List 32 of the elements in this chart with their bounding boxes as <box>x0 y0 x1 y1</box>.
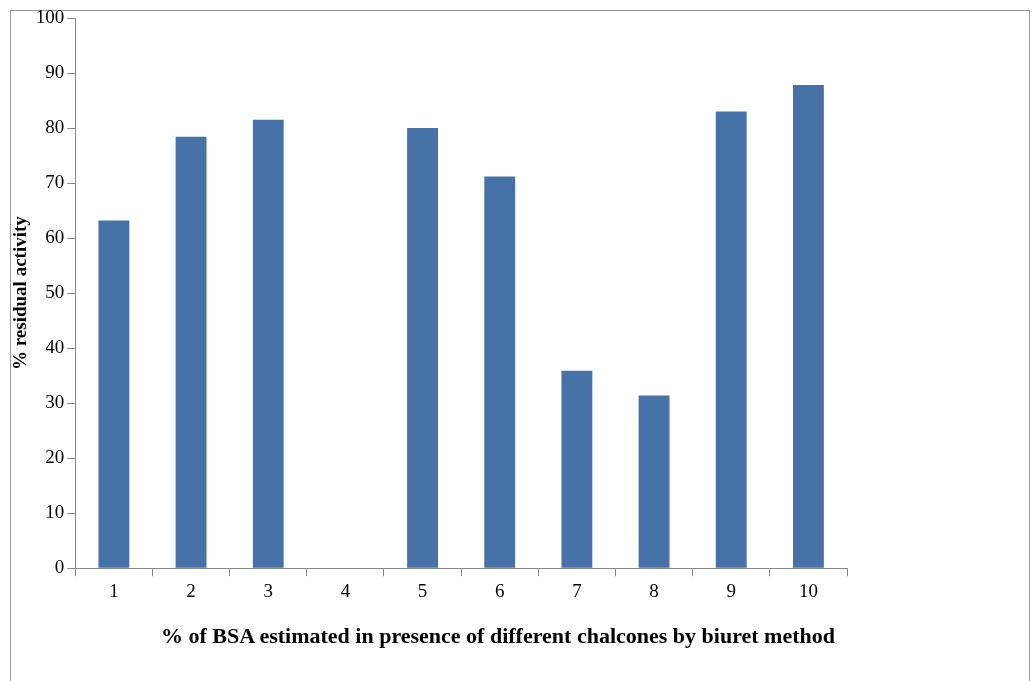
y-tick-label: 40 <box>45 336 65 358</box>
x-tick-label: 8 <box>649 579 659 601</box>
y-tick-label: 70 <box>45 171 65 193</box>
bar <box>98 220 130 568</box>
bar <box>484 176 516 568</box>
x-tick-label: 1 <box>109 579 119 601</box>
bar <box>638 395 670 568</box>
y-tick-label: 0 <box>54 556 65 578</box>
y-tick-label: 100 <box>35 5 65 27</box>
x-tick-label: 4 <box>340 579 351 601</box>
y-tick-label: 10 <box>45 501 65 523</box>
x-axis-title: % of BSA estimated in presence of different chalcones by biuret method <box>160 622 836 650</box>
bar <box>175 136 207 568</box>
x-tick-label: 3 <box>263 579 273 601</box>
bar <box>561 370 593 568</box>
y-tick-label: 60 <box>45 226 65 248</box>
y-tick-label: 20 <box>45 446 65 468</box>
y-tick-label: 90 <box>45 61 65 82</box>
x-tick-label: 2 <box>186 579 196 601</box>
y-tick-label: 50 <box>45 281 65 303</box>
bar <box>407 128 438 568</box>
x-tick-label: 6 <box>494 579 505 601</box>
y-tick-label: 30 <box>45 391 65 413</box>
bar <box>715 111 747 568</box>
x-tick-label: 5 <box>417 579 428 601</box>
x-tick-label: 9 <box>726 579 736 601</box>
bar <box>252 119 284 568</box>
x-tick-label: 10 <box>798 579 818 601</box>
y-tick-label: 80 <box>45 116 65 138</box>
y-axis-title: % residual activity <box>9 215 31 370</box>
bar <box>792 85 824 568</box>
x-tick-label: 7 <box>572 579 582 601</box>
